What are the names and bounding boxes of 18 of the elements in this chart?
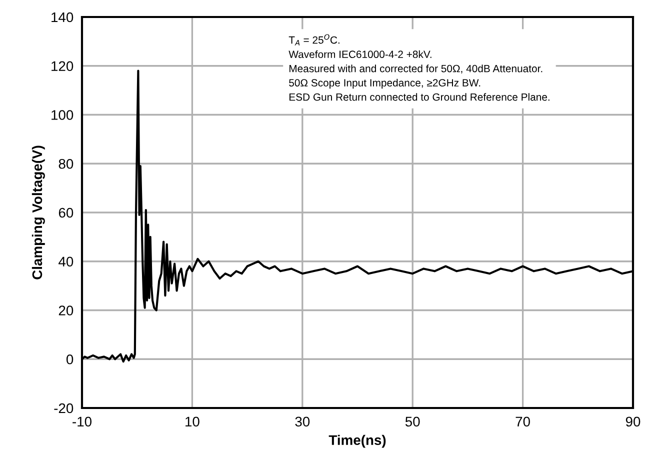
y-tick-label: 60: [58, 208, 74, 218]
x-tick-label: 50: [405, 416, 420, 427]
x-tick-label: 70: [516, 416, 530, 427]
y-tick-label: 20: [58, 306, 74, 316]
x-tick-label: -10: [72, 416, 92, 427]
y-tick-label: 120: [52, 61, 74, 72]
y-tick-label: 40: [58, 256, 74, 267]
x-axis-title: Time(ns): [328, 434, 386, 448]
y-tick-label: 0: [66, 354, 74, 364]
x-tick-label: 90: [626, 416, 640, 427]
y-tick-label: 80: [58, 158, 74, 169]
y-tick-label: 140: [52, 12, 74, 22]
y-tick-label: 100: [52, 110, 74, 120]
text: T$_{A}$ = 25$^{O}$C. Waveform IEC61000-4-2 +8kV. Measured with and corrected for 50Ω, 40dB Attenuator. 50Ω Scope Input Impedance, ≥2GHz BW. ESD Gun Return connected to Ground Reference Plane.: [288, 34, 550, 101]
y-axis-title: Clamping Voltage(V): [32, 146, 45, 280]
x-tick-label: 30: [295, 416, 310, 427]
y-tick-label: -20: [54, 403, 74, 414]
x-tick-label: 10: [186, 416, 200, 427]
